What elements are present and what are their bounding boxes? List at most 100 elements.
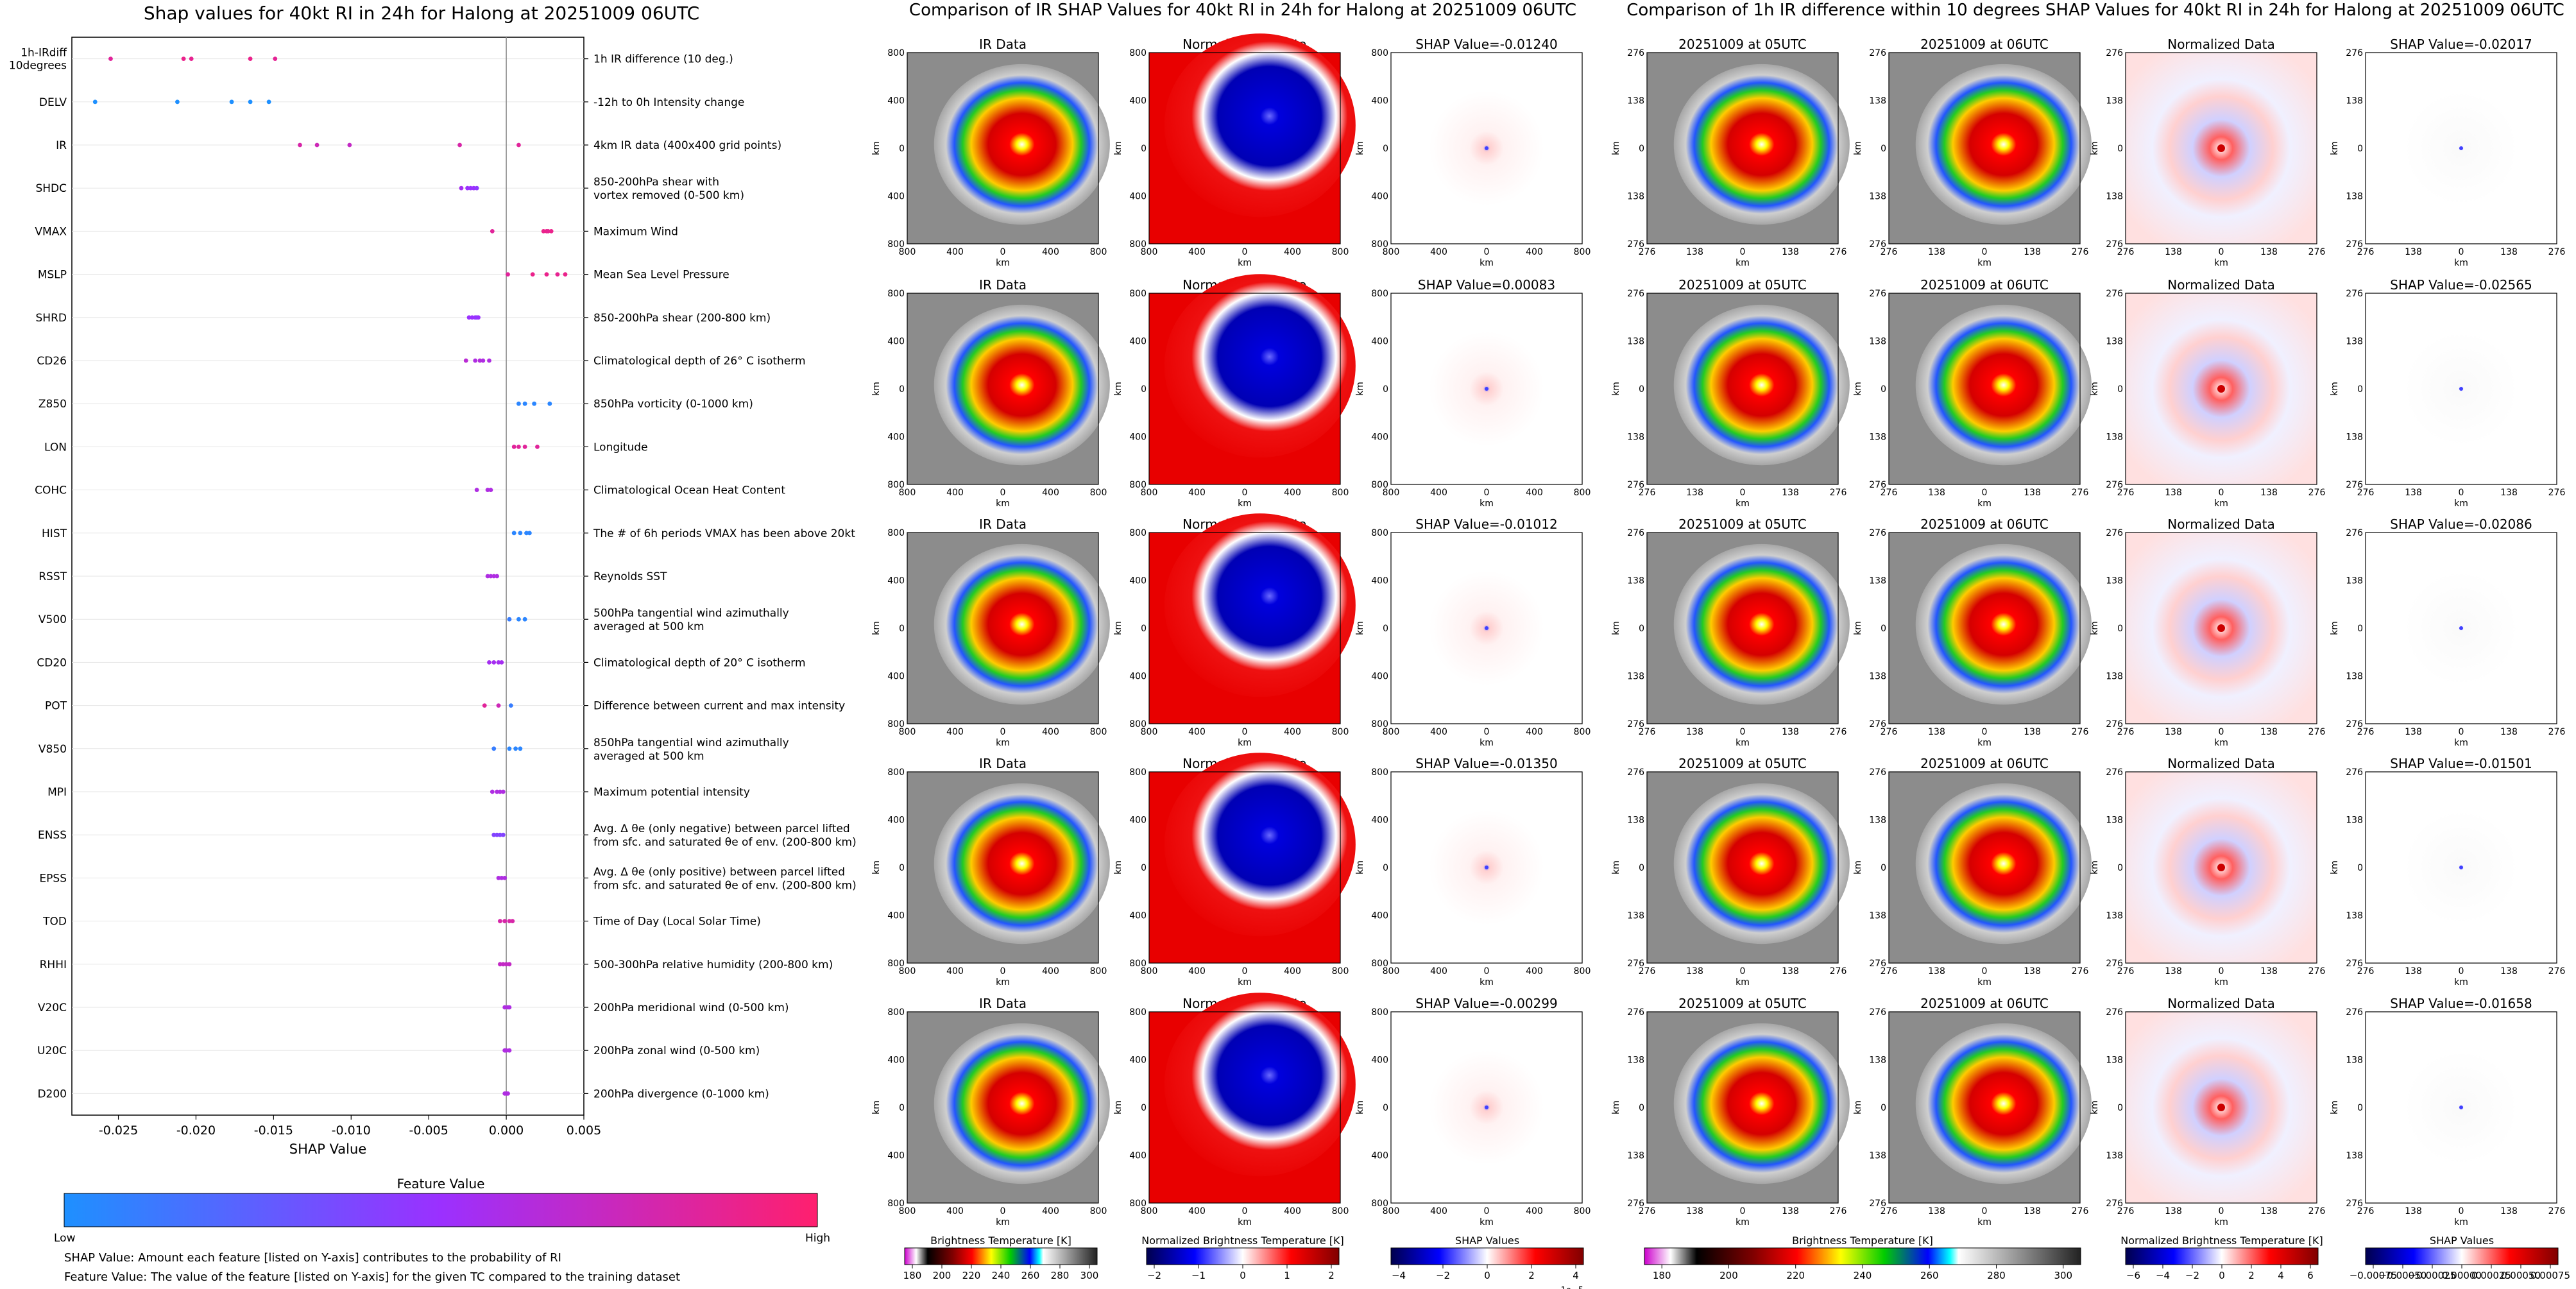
panel-x-tick-label: 800 bbox=[899, 727, 916, 737]
panel-x-tick-label: 138 bbox=[2500, 488, 2518, 498]
panel-x-axis-label: km bbox=[2454, 499, 2468, 509]
panel-x-tick-label: 0 bbox=[1484, 727, 1490, 737]
panel-x-tick-label: 800 bbox=[1332, 488, 1349, 498]
shap-point bbox=[522, 445, 527, 449]
panel-title: SHAP Value=-0.01012 bbox=[1415, 516, 1557, 532]
feature-code-label: MPI bbox=[47, 786, 67, 799]
colorbar-tick-label: −4 bbox=[1392, 1270, 1406, 1281]
colorbar-tick-label: 6 bbox=[2307, 1270, 2314, 1281]
panel-x-tick-label: 0 bbox=[2459, 247, 2464, 257]
panel-x-tick-label: 276 bbox=[1639, 966, 1656, 977]
panel-y-tick-label: 276 bbox=[2346, 528, 2363, 538]
feature-description-label: Reynolds SST bbox=[593, 570, 667, 583]
panel-y-tick-label: 138 bbox=[2106, 96, 2123, 107]
colorbar-tick-label: 220 bbox=[962, 1270, 981, 1281]
panel-y-tick-label: 138 bbox=[1869, 576, 1886, 586]
panel-x-axis-label: km bbox=[996, 977, 1010, 987]
panel-y-tick-label: 138 bbox=[2106, 1055, 2123, 1066]
storm-center-marker bbox=[2459, 866, 2463, 869]
shap-point bbox=[522, 401, 527, 406]
panel-frame bbox=[2365, 293, 2557, 485]
panel-y-tick-label: 138 bbox=[1869, 911, 1886, 921]
panel-x-tick-label: 138 bbox=[1686, 966, 1703, 977]
panel-x-tick-label: 138 bbox=[1928, 966, 1945, 977]
x-tick-label: -0.020 bbox=[176, 1123, 216, 1138]
colorbar-tick-label: −0.00025 bbox=[2409, 1270, 2457, 1281]
panel-x-tick-label: 400 bbox=[1042, 966, 1059, 977]
colorbar-offset-label: 1e−5 bbox=[1561, 1286, 1583, 1289]
shap-point bbox=[555, 272, 560, 277]
storm-cloud-shield bbox=[1673, 64, 1850, 225]
shap-point bbox=[273, 56, 278, 61]
panel-x-axis-label: km bbox=[2454, 1217, 2468, 1227]
feature-description-label: Time of Day (Local Solar Time) bbox=[593, 916, 761, 928]
panel-frame bbox=[2125, 52, 2317, 244]
panel-y-tick-label: 276 bbox=[2106, 239, 2123, 250]
panel-y-tick-label: 0 bbox=[899, 384, 905, 395]
image-panel: 20251009 at 05UTC27627613813800138138276… bbox=[1611, 516, 1850, 748]
panel-y-tick-label: 400 bbox=[1129, 192, 1147, 202]
shap-point bbox=[507, 617, 512, 622]
panel-x-tick-label: 138 bbox=[2165, 488, 2182, 498]
panel-x-tick-label: 138 bbox=[1928, 488, 1945, 498]
panel-y-tick-label: 800 bbox=[887, 719, 905, 730]
colorbar-tick-label: −6 bbox=[2126, 1270, 2140, 1281]
shap-point bbox=[518, 746, 523, 751]
panel-y-tick-label: 0 bbox=[2357, 863, 2363, 873]
colorbar-tick-label: −2 bbox=[1436, 1270, 1450, 1281]
colorbar-tick-label: 0.00000 bbox=[2442, 1270, 2482, 1281]
panel-title: Normalized Data bbox=[2167, 996, 2275, 1011]
feature-description-label: 850-200hPa shear with vortex removed (0-5… bbox=[593, 176, 744, 202]
colorbar-gradient bbox=[2365, 1247, 2559, 1265]
shap-point bbox=[491, 746, 497, 751]
panel-x-tick-label: 800 bbox=[899, 488, 916, 498]
panel-x-tick-label: 0 bbox=[2219, 488, 2224, 498]
panel-frame bbox=[907, 532, 1099, 724]
diff-panel-title: Comparison of 1h IR difference within 10… bbox=[1626, 1, 2564, 20]
image-panel: 20251009 at 05UTC27627613813800138138276… bbox=[1611, 37, 1850, 268]
panel-y-tick-label: 138 bbox=[1627, 815, 1644, 826]
storm-normalized-field bbox=[1164, 753, 1356, 937]
panel-y-axis-label: km bbox=[871, 1100, 882, 1114]
panel-x-tick-label: 276 bbox=[2072, 247, 2089, 257]
panel-x-tick-label: 276 bbox=[2072, 727, 2089, 737]
storm-center-marker bbox=[1485, 146, 1488, 150]
panel-x-tick-label: 800 bbox=[1141, 247, 1158, 257]
colorbar-tick-label: 2 bbox=[2248, 1270, 2255, 1281]
panel-title: SHAP Value=-0.00299 bbox=[1415, 996, 1557, 1011]
panel-x-tick-label: 400 bbox=[1430, 966, 1447, 977]
panel-x-tick-label: 276 bbox=[2117, 1206, 2135, 1216]
panel-x-axis-label: km bbox=[996, 738, 1010, 748]
panel-y-tick-label: 0 bbox=[1383, 384, 1388, 395]
panel-y-tick-label: 800 bbox=[1371, 959, 1388, 969]
panel-x-tick-label: 400 bbox=[1526, 727, 1543, 737]
panel-frame bbox=[1888, 293, 2081, 485]
panel-y-tick-label: 800 bbox=[887, 959, 905, 969]
panel-frame bbox=[1888, 52, 2081, 244]
panel-x-tick-label: 138 bbox=[1686, 247, 1703, 257]
shap-point bbox=[490, 229, 495, 234]
panel-y-tick-label: 138 bbox=[1627, 432, 1644, 443]
panel-title: IR Data bbox=[979, 996, 1027, 1011]
panel-x-tick-label: 138 bbox=[2260, 488, 2278, 498]
panel-x-tick-label: 800 bbox=[1332, 966, 1349, 977]
panel-x-tick-label: 138 bbox=[2165, 247, 2182, 257]
panel-y-axis-label: km bbox=[1355, 860, 1365, 875]
feature-code-label: SHDC bbox=[35, 182, 67, 195]
panel-x-axis-label: km bbox=[2214, 977, 2228, 987]
panel-x-tick-label: 0 bbox=[2219, 966, 2224, 977]
panel-y-axis-label: km bbox=[1853, 141, 1863, 155]
panel-y-tick-label: 138 bbox=[1627, 672, 1644, 682]
colorbar-label: Brightness Temperature [K] bbox=[930, 1234, 1071, 1247]
feature-code-label: V500 bbox=[38, 613, 67, 626]
storm-center-marker bbox=[1485, 1105, 1488, 1109]
panel-frame bbox=[1148, 771, 1341, 964]
image-panel: 20251009 at 05UTC27627613813800138138276… bbox=[1611, 277, 1850, 509]
panel-x-axis-label: km bbox=[1736, 1217, 1750, 1227]
panel-title: Normalized Data bbox=[2167, 756, 2275, 771]
panel-x-tick-label: 400 bbox=[1526, 488, 1543, 498]
x-axis-label: SHAP Value bbox=[289, 1141, 367, 1157]
panel-x-tick-label: 138 bbox=[1686, 727, 1703, 737]
panel-x-tick-label: 400 bbox=[1526, 966, 1543, 977]
